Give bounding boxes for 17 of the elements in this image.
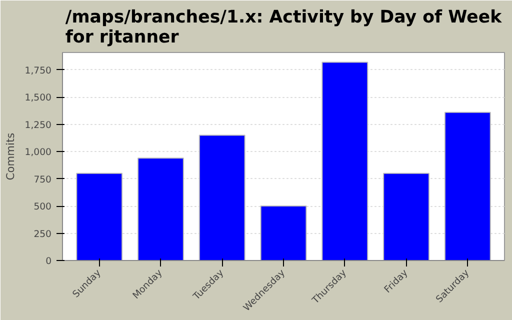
chart-title: /maps/branches/1.x: Activity by Day of Week for rjtanner xyxy=(65,8,502,48)
y-tick-label: 1,250 xyxy=(24,120,52,131)
y-axis-title: Commits xyxy=(4,132,17,180)
bar xyxy=(322,62,368,260)
y-tick-label: 1,750 xyxy=(24,65,52,76)
bar xyxy=(383,172,430,260)
y-tick-label: 1,000 xyxy=(24,147,52,158)
bar xyxy=(198,134,246,260)
y-tick-label: 250 xyxy=(34,228,52,240)
y-tick-label: 1,500 xyxy=(24,92,52,104)
y-tick-label: 0 xyxy=(46,256,52,267)
bar xyxy=(76,172,123,260)
bar xyxy=(260,206,307,260)
bar xyxy=(444,112,491,260)
y-tick-label: 500 xyxy=(34,202,52,213)
bar xyxy=(138,158,184,260)
y-tick-label: 750 xyxy=(34,174,52,186)
